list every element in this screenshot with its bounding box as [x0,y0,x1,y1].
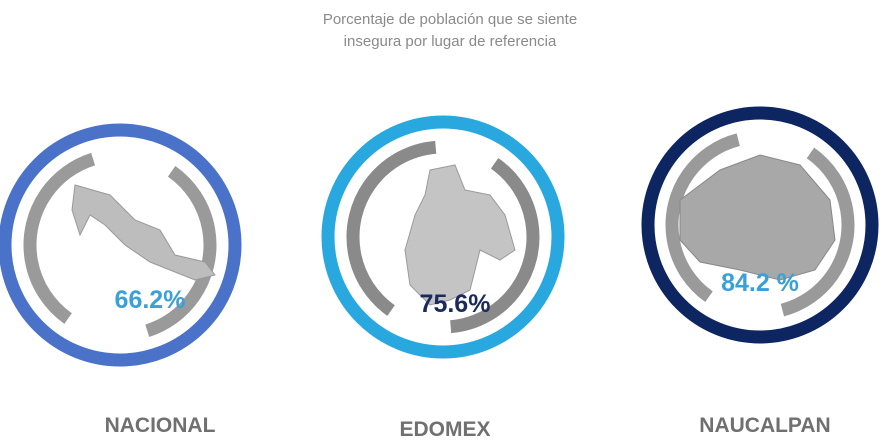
ring-naucalpan: 84.2 % [641,106,879,344]
title-line: insegura por lugar de referencia [344,33,557,50]
outer-ring [321,115,565,359]
map-naucalpan [679,154,836,281]
inner-arc [346,140,540,334]
value: 75.6% [420,290,491,318]
value: 84.2 % [721,269,799,297]
title-line: Porcentaje de población que se siente [323,11,577,28]
label: NACIONAL [105,414,216,437]
outer-ring [0,123,242,367]
map-mexico [71,184,216,281]
map-edomex [404,164,516,306]
inner-arc [665,130,855,320]
ring-edomex: 75.6% [321,115,565,359]
outer-ring [641,106,879,344]
ring-nacional: 66.2% [0,123,242,367]
inner-arc [23,148,217,342]
value: 66.2% [115,286,186,314]
label: EDOMEX [399,418,490,441]
label: NAUCALPAN [699,414,830,437]
